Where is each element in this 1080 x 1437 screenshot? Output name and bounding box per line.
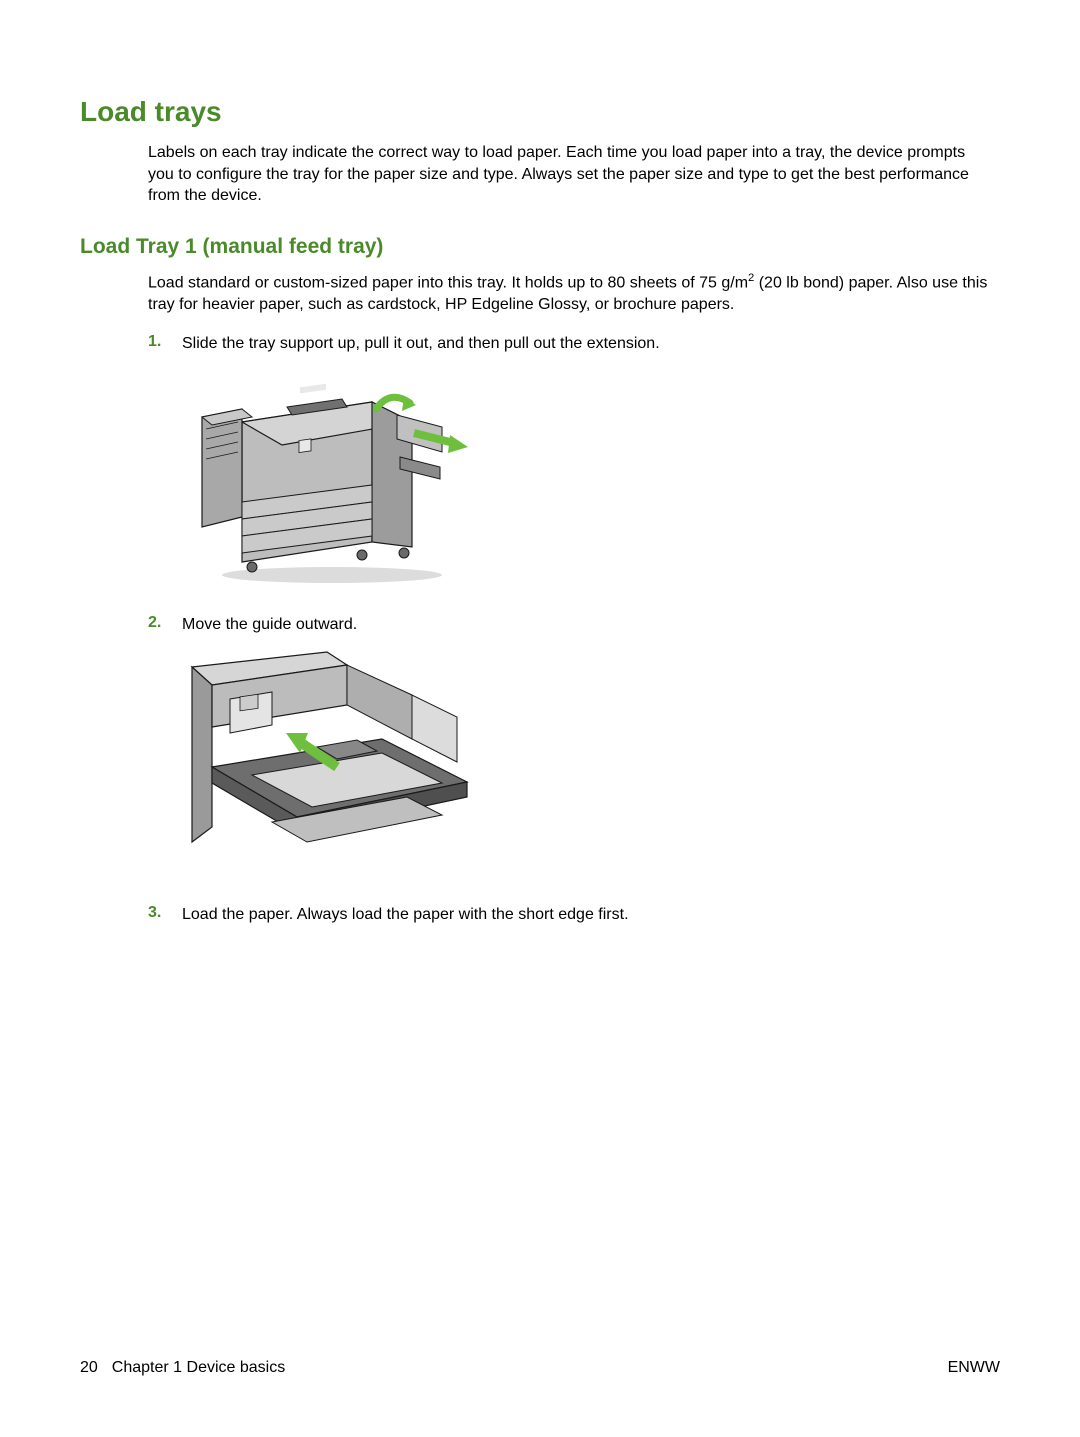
figure-2 [182, 647, 1000, 882]
chapter-label: Chapter 1 Device basics [112, 1359, 285, 1377]
section-paragraph: Load standard or custom-sized paper into… [148, 271, 990, 316]
step-list: 2. Move the guide outward. [148, 614, 1000, 636]
step-text: Slide the tray support up, pull it out, … [182, 333, 660, 355]
step-list: 3. Load the paper. Always load the paper… [148, 904, 1000, 926]
step-text: Move the guide outward. [182, 614, 357, 636]
step-text: Load the paper. Always load the paper wi… [182, 904, 629, 926]
section-title: Load Tray 1 (manual feed tray) [80, 235, 1000, 259]
tray-closeup-illustration [182, 647, 482, 877]
step-3: 3. Load the paper. Always load the paper… [148, 904, 1000, 926]
step-2: 2. Move the guide outward. [148, 614, 1000, 636]
intro-paragraph: Labels on each tray indicate the correct… [148, 142, 990, 207]
step-1: 1. Slide the tray support up, pull it ou… [148, 333, 1000, 355]
step-number: 3. [148, 904, 182, 926]
step-list: 1. Slide the tray support up, pull it ou… [148, 333, 1000, 355]
footer-left: 20 Chapter 1 Device basics [80, 1359, 285, 1377]
footer-right: ENWW [948, 1359, 1000, 1377]
figure-1 [182, 367, 1000, 592]
step-number: 1. [148, 333, 182, 355]
section-paragraph-pre: Load standard or custom-sized paper into… [148, 274, 748, 291]
printer-full-illustration [182, 367, 472, 587]
step-number: 2. [148, 614, 182, 636]
page-number: 20 [80, 1359, 98, 1377]
page-footer: 20 Chapter 1 Device basics ENWW [80, 1359, 1000, 1377]
page-title: Load trays [80, 96, 1000, 128]
